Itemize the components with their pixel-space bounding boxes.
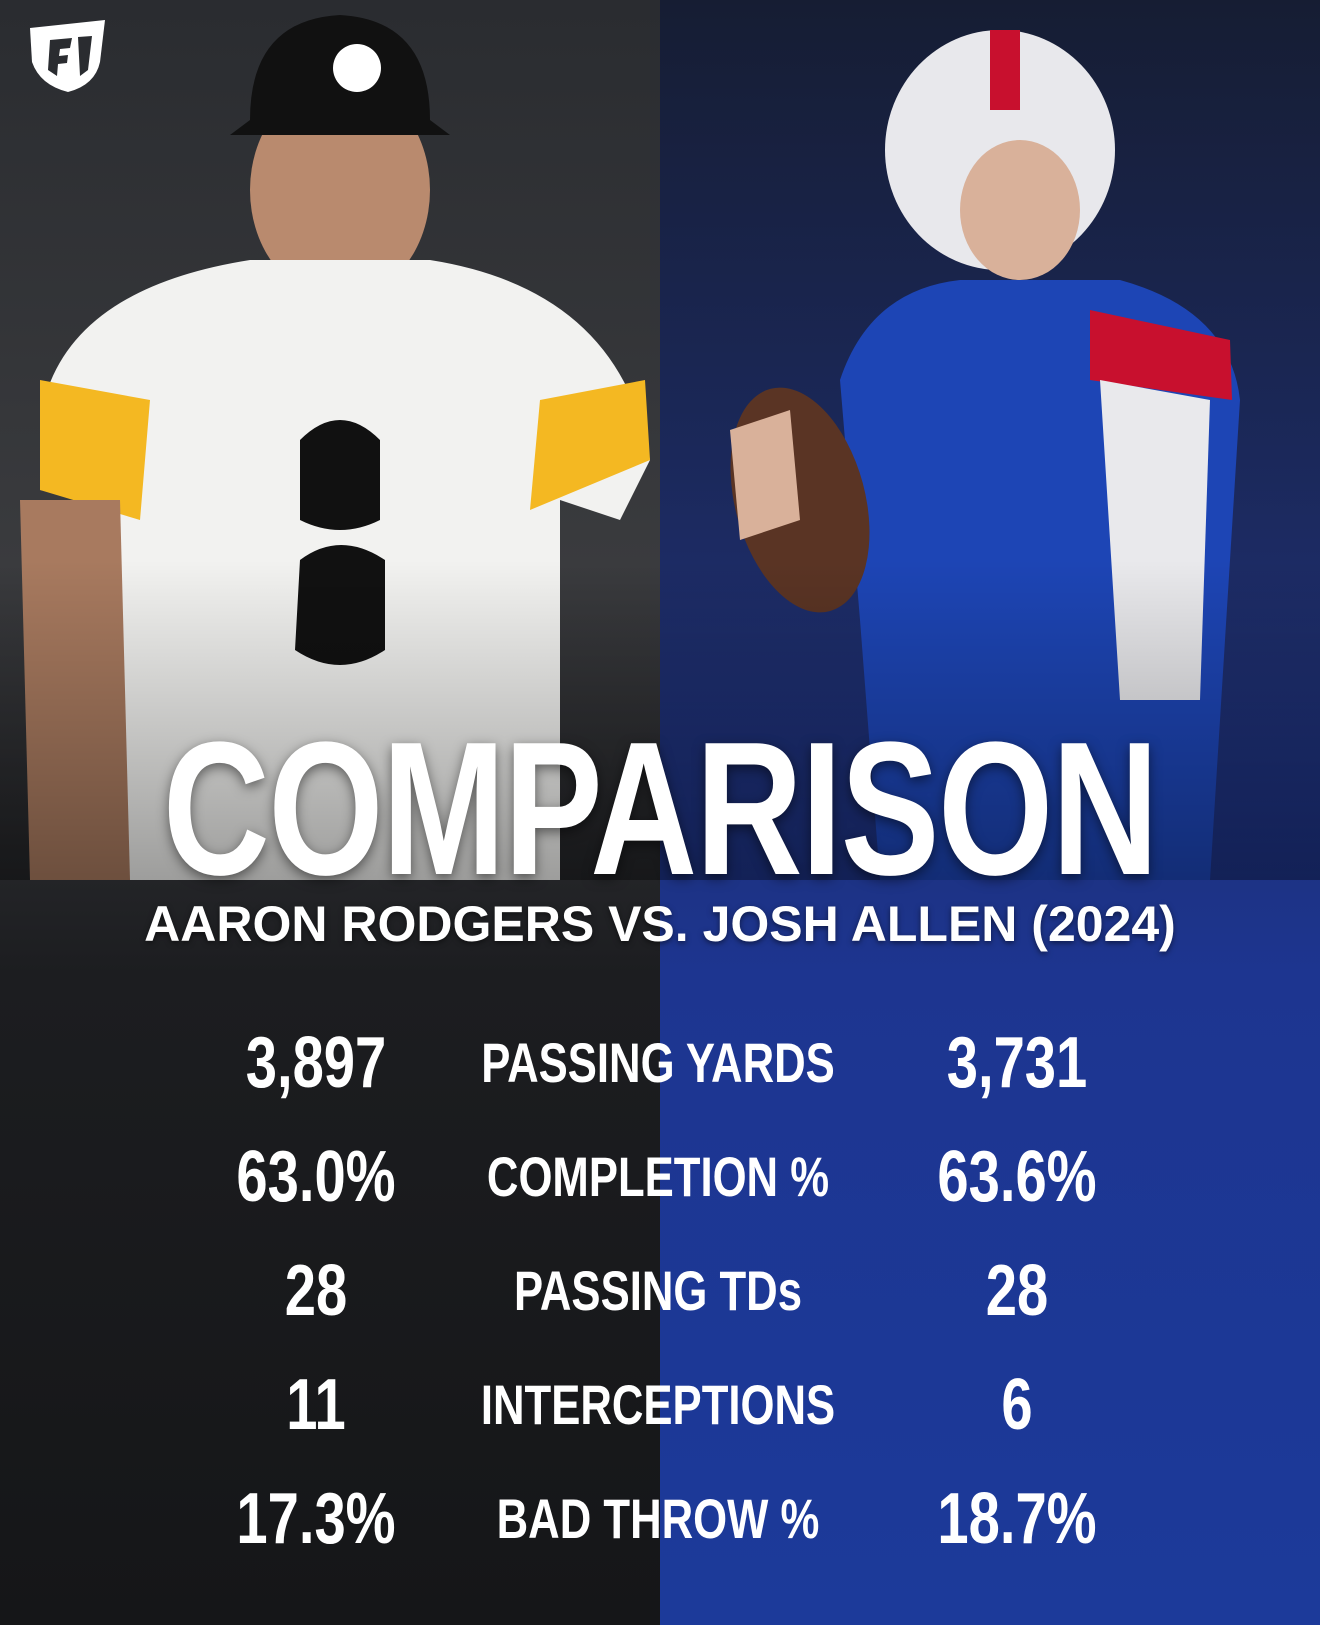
right-value: 6 bbox=[997, 1364, 1037, 1446]
right-value: 18.7% bbox=[915, 1478, 1119, 1560]
left-value: 63.0% bbox=[214, 1136, 418, 1218]
right-value-text: 63.6% bbox=[937, 1137, 1097, 1217]
right-value: 28 bbox=[977, 1250, 1057, 1332]
left-value-text: 17.3% bbox=[236, 1479, 396, 1559]
right-value: 63.6% bbox=[915, 1136, 1119, 1218]
stat-label-text: BAD THROW % bbox=[496, 1487, 820, 1550]
stat-label-text: INTERCEPTIONS bbox=[480, 1373, 836, 1436]
left-value: 3,897 bbox=[226, 1022, 406, 1104]
right-value-text: 28 bbox=[985, 1251, 1049, 1331]
stat-label: PASSING YARDS bbox=[431, 1030, 884, 1095]
title-text: COMPARISON bbox=[162, 703, 1159, 915]
right-value-text: 18.7% bbox=[937, 1479, 1097, 1559]
stat-label-text: PASSING TDs bbox=[513, 1259, 803, 1322]
left-value-text: 28 bbox=[284, 1251, 348, 1331]
right-value-text: 6 bbox=[1001, 1365, 1033, 1445]
stat-label: BAD THROW % bbox=[451, 1486, 865, 1551]
left-value-text: 3,897 bbox=[245, 1023, 387, 1103]
left-value: 28 bbox=[276, 1250, 356, 1332]
left-value: 17.3% bbox=[214, 1478, 418, 1560]
subtitle: AARON RODGERS VS. JOSH ALLEN (2024) bbox=[144, 896, 1176, 952]
stat-label-text: COMPLETION % bbox=[486, 1145, 830, 1208]
right-value-text: 3,731 bbox=[946, 1023, 1088, 1103]
stat-label: COMPLETION % bbox=[439, 1144, 878, 1209]
left-value-text: 63.0% bbox=[236, 1137, 396, 1217]
title: COMPARISON bbox=[23, 700, 1298, 918]
stat-label: PASSING TDs bbox=[473, 1258, 842, 1323]
left-value: 11 bbox=[278, 1364, 354, 1446]
stat-label-text: PASSING YARDS bbox=[481, 1031, 835, 1094]
right-value: 3,731 bbox=[927, 1022, 1107, 1104]
player-photos bbox=[0, 15, 1320, 880]
stat-label: INTERCEPTIONS bbox=[431, 1372, 885, 1437]
left-value-text: 11 bbox=[286, 1365, 346, 1445]
